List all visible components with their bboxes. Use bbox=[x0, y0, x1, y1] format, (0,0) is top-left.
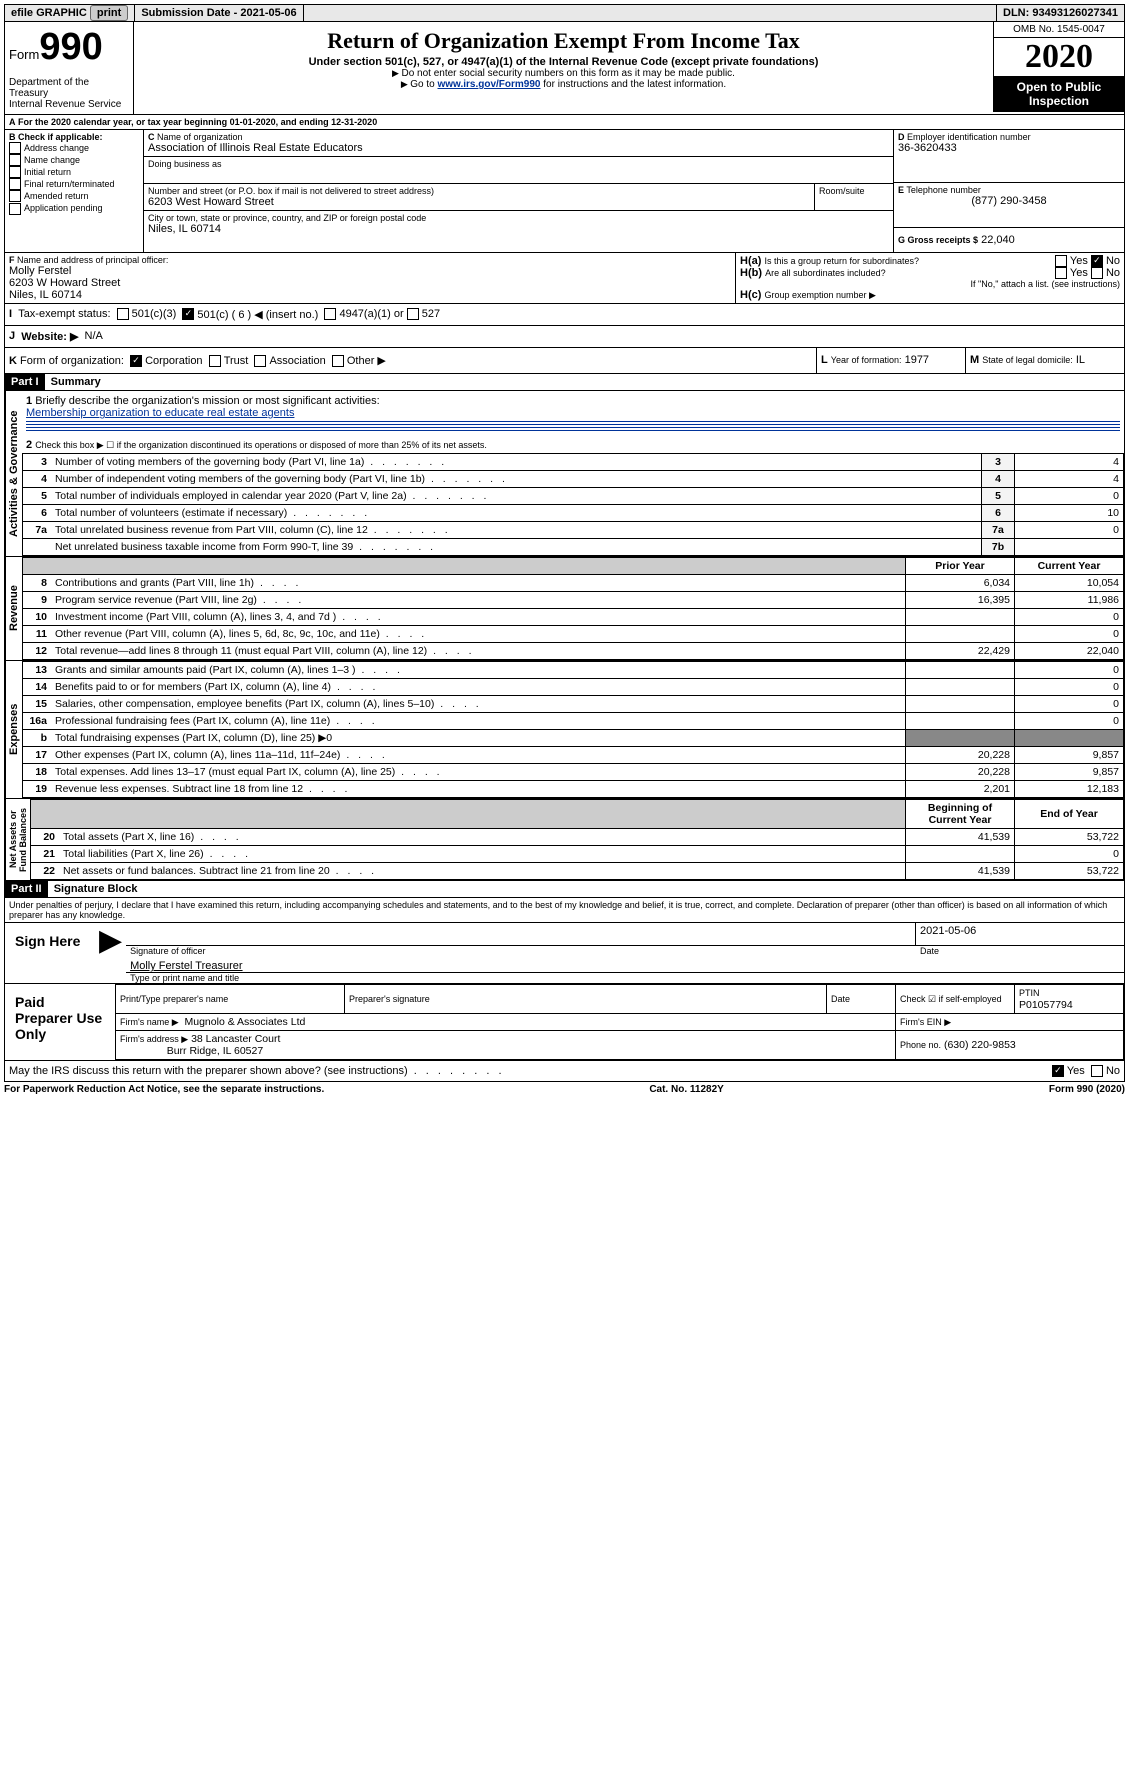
trust-check[interactable] bbox=[209, 355, 221, 367]
name-change-check[interactable] bbox=[9, 154, 21, 166]
net-table: Beginning of Current YearEnd of Year20To… bbox=[30, 799, 1124, 880]
perjury-declaration: Under penalties of perjury, I declare th… bbox=[4, 898, 1125, 923]
form-subtitle: Under section 501(c), 527, or 4947(a)(1)… bbox=[138, 56, 989, 68]
addr-change-check[interactable] bbox=[9, 142, 21, 154]
form-number: Form990 bbox=[5, 22, 133, 73]
ssn-note: Do not enter social security numbers on … bbox=[138, 68, 989, 79]
ein: 36-3620433 bbox=[898, 142, 1120, 154]
discuss-yes[interactable] bbox=[1052, 1065, 1064, 1077]
part1-header: Part I Summary bbox=[4, 374, 1125, 391]
efile-label: efile GRAPHIC bbox=[11, 7, 87, 19]
hb-no[interactable] bbox=[1091, 267, 1103, 279]
arrow-icon: ▶ bbox=[95, 923, 126, 983]
department: Department of the Treasury Internal Reve… bbox=[5, 73, 133, 114]
part2-header: Part II Signature Block bbox=[4, 881, 1125, 898]
other-check[interactable] bbox=[332, 355, 344, 367]
year-box: OMB No. 1545-0047 2020 Open to Public In… bbox=[993, 22, 1124, 112]
website: N/A bbox=[85, 330, 103, 343]
section-klm: K Form of organization: Corporation Trus… bbox=[4, 348, 1125, 374]
officer-name: Molly Ferstel bbox=[9, 265, 731, 277]
firm-addr: 38 Lancaster Court bbox=[191, 1033, 280, 1045]
corp-check[interactable] bbox=[130, 355, 142, 367]
sign-date: 2021-05-06 bbox=[915, 923, 1124, 946]
discuss-row: May the IRS discuss this return with the… bbox=[4, 1061, 1125, 1082]
dln-value: 93493126027341 bbox=[1032, 7, 1118, 19]
form-header: Form990 Department of the Treasury Inter… bbox=[4, 22, 1125, 115]
section-activities: Activities & Governance bbox=[5, 391, 22, 556]
org-city: Niles, IL 60714 bbox=[148, 223, 889, 235]
gross-receipts: 22,040 bbox=[981, 234, 1015, 246]
section-j: J Website: ▶ N/A bbox=[4, 326, 1125, 348]
governance-table: 3Number of voting members of the governi… bbox=[22, 453, 1124, 556]
expense-table: 13Grants and similar amounts paid (Part … bbox=[22, 661, 1124, 798]
sections-bcdefgh: B Check if applicable: Address change Na… bbox=[4, 130, 1125, 253]
firm-phone: (630) 220-9853 bbox=[944, 1039, 1016, 1051]
org-street: 6203 West Howard Street bbox=[148, 196, 810, 208]
dln-label: DLN: bbox=[1003, 7, 1032, 19]
501c-check[interactable] bbox=[182, 308, 194, 320]
part1-body: Activities & Governance 1 Briefly descri… bbox=[4, 391, 1125, 557]
app-pending-check[interactable] bbox=[9, 203, 21, 215]
tax-year: 2020 bbox=[994, 38, 1124, 76]
top-bar: efile GRAPHIC print Submission Date - 20… bbox=[4, 4, 1125, 22]
officer-signed-name: Molly Ferstel Treasurer bbox=[130, 960, 242, 972]
assoc-check[interactable] bbox=[254, 355, 266, 367]
print-button[interactable]: print bbox=[90, 5, 128, 21]
phone: (877) 290-3458 bbox=[898, 195, 1120, 207]
final-return-check[interactable] bbox=[9, 178, 21, 190]
omb-number: OMB No. 1545-0047 bbox=[994, 22, 1124, 38]
paid-preparer: Paid Preparer Use Only Print/Type prepar… bbox=[4, 984, 1125, 1061]
sign-here: Sign Here ▶ 2021-05-06 Signature of offi… bbox=[4, 923, 1125, 984]
org-name: Association of Illinois Real Estate Educ… bbox=[148, 142, 889, 154]
ptin: P01057794 bbox=[1019, 999, 1073, 1011]
revenue-section: Revenue Prior YearCurrent Year8Contribut… bbox=[4, 557, 1125, 661]
submission-date: 2021-05-06 bbox=[240, 7, 296, 19]
officer-addr2: Niles, IL 60714 bbox=[9, 289, 731, 301]
firm-name: Mugnolo & Associates Ltd bbox=[185, 1016, 306, 1028]
initial-return-check[interactable] bbox=[9, 166, 21, 178]
submission-label: Submission Date - bbox=[141, 7, 240, 19]
section-expenses: Expenses bbox=[5, 661, 22, 798]
section-net: Net Assets or Fund Balances bbox=[5, 799, 30, 880]
instructions-link-row: Go to www.irs.gov/Form990 for instructio… bbox=[138, 79, 989, 90]
domicile: IL bbox=[1076, 354, 1085, 366]
section-fh: F Name and address of principal officer:… bbox=[4, 253, 1125, 304]
section-revenue: Revenue bbox=[5, 557, 22, 660]
footer: For Paperwork Reduction Act Notice, see … bbox=[4, 1082, 1125, 1097]
form-title: Return of Organization Exempt From Incom… bbox=[138, 28, 989, 54]
discuss-no[interactable] bbox=[1091, 1065, 1103, 1077]
officer-addr1: 6203 W Howard Street bbox=[9, 277, 731, 289]
netassets-section: Net Assets or Fund Balances Beginning of… bbox=[4, 799, 1125, 881]
section-i: I Tax-exempt status: 501(c)(3) 501(c) ( … bbox=[4, 304, 1125, 326]
open-inspection: Open to Public Inspection bbox=[994, 76, 1124, 112]
4947-check[interactable] bbox=[324, 308, 336, 320]
ha-no[interactable] bbox=[1091, 255, 1103, 267]
amended-check[interactable] bbox=[9, 190, 21, 202]
ha-yes[interactable] bbox=[1055, 255, 1067, 267]
year-formation: 1977 bbox=[905, 354, 929, 366]
501c3-check[interactable] bbox=[117, 308, 129, 320]
hb-yes[interactable] bbox=[1055, 267, 1067, 279]
527-check[interactable] bbox=[407, 308, 419, 320]
expense-section: Expenses 13Grants and similar amounts pa… bbox=[4, 661, 1125, 799]
section-a: A For the 2020 calendar year, or tax yea… bbox=[4, 115, 1125, 130]
revenue-table: Prior YearCurrent Year8Contributions and… bbox=[22, 557, 1124, 660]
irs-link[interactable]: www.irs.gov/Form990 bbox=[438, 79, 541, 90]
mission: Membership organization to educate real … bbox=[26, 407, 294, 419]
